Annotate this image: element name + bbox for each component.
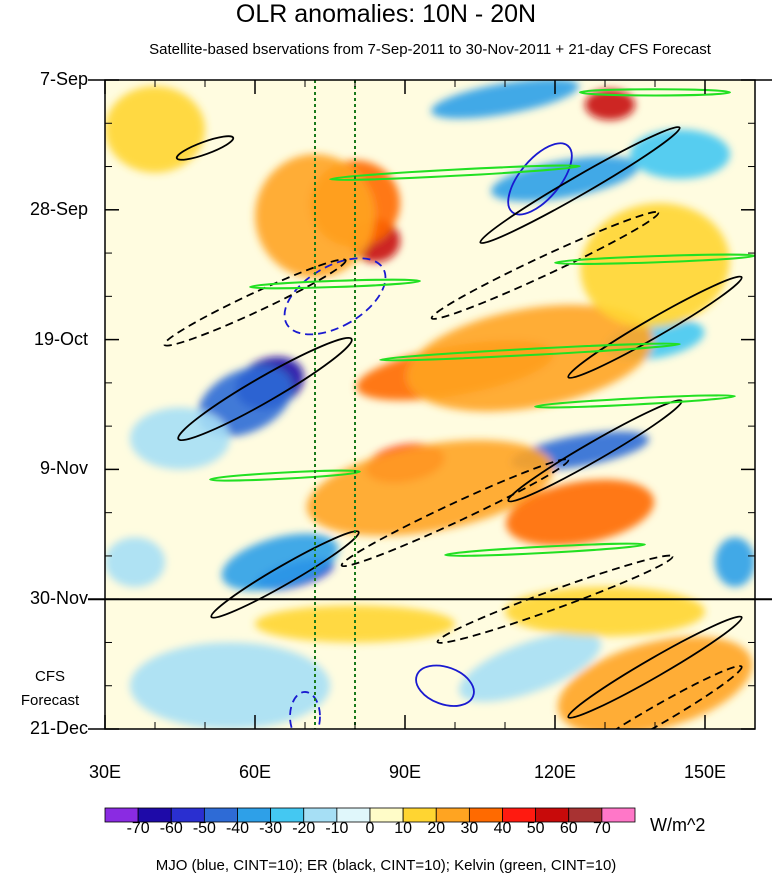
x-tick-label-2: 90E	[388, 762, 422, 782]
kelvin-contour-51	[534, 394, 736, 409]
forecast-note-line-2: Forecast	[20, 692, 80, 709]
anomaly-field-layer	[105, 80, 755, 729]
kelvin-contour-44	[329, 164, 581, 181]
y-tick-label-0: 7-Sep	[39, 69, 88, 89]
kelvin-contour-46	[209, 469, 361, 482]
anomaly-patch-16	[255, 154, 375, 278]
colorbar-swatch-15	[601, 807, 636, 823]
y-tick-label-5: 21-Dec	[29, 718, 88, 738]
y-tick-label-4: 30-Nov	[29, 588, 88, 609]
y-tick-label-1: 28-Sep	[29, 198, 88, 219]
colorbar-label-2: -50	[192, 820, 216, 837]
y-tick-label-2: 19-Oct	[33, 328, 88, 349]
colorbar-label-8: 10	[394, 820, 413, 837]
er-contour-36	[567, 275, 743, 379]
mjo-contour-28	[283, 257, 387, 336]
er-contour-33	[210, 530, 360, 619]
anomaly-patch-19	[406, 304, 654, 412]
anomaly-patch-17	[585, 89, 635, 121]
kelvin-contour-49	[249, 278, 421, 290]
anomaly-patch-3	[221, 533, 339, 591]
colorbar-unit: W/m^2	[650, 815, 706, 835]
reference-lines	[314, 80, 356, 729]
er-contour-42	[436, 554, 674, 644]
mjo-contour-29	[415, 664, 475, 707]
anomaly-patch-27	[505, 586, 705, 637]
colorbar-label-1: -60	[159, 820, 183, 837]
x-tick-label-1: 60E	[238, 762, 272, 782]
anomaly-patch-10	[459, 632, 601, 702]
x-tick-label-3: 120E	[533, 762, 577, 782]
er-contour-37	[567, 615, 743, 719]
er-contour-38	[175, 135, 235, 161]
anomaly-patch-24	[557, 636, 753, 729]
colorbar-label-12: 50	[526, 820, 545, 837]
kelvin-contour-47	[444, 542, 646, 557]
anomaly-patch-26	[105, 86, 205, 173]
anomaly-patch-21	[306, 440, 554, 536]
anomaly-patch-4	[431, 80, 579, 119]
plot-frame	[104, 79, 756, 730]
er-contour-39	[163, 258, 347, 347]
colorbar-label-4: -30	[259, 820, 283, 837]
forecast-note: CFS Forecast	[0, 665, 100, 713]
mjo-contour-30	[289, 691, 321, 729]
colorbar-label-6: -10	[325, 820, 349, 837]
colorbar-label-10: 30	[460, 820, 479, 837]
anomaly-patch-13	[130, 642, 330, 729]
y-tick-label-3: 9-Nov	[39, 458, 88, 479]
anomaly-patch-9	[715, 537, 755, 587]
anomaly-patch-1	[197, 366, 293, 437]
anomaly-patch-11	[130, 407, 230, 470]
kelvin-contour-45	[379, 342, 681, 362]
er-contour-32	[177, 337, 353, 442]
chart-title: OLR anomalies: 10N - 20N	[235, 0, 537, 28]
wave-legend: MJO (blue, CINT=10); ER (black, CINT=10)…	[155, 857, 617, 874]
colorbar	[104, 807, 636, 823]
colorbar-label-5: -20	[292, 820, 316, 837]
forecast-note-line-1: CFS	[35, 668, 65, 685]
anomaly-patch-6	[630, 129, 730, 179]
colorbar-label-14: 70	[592, 820, 611, 837]
er-contour-41	[430, 211, 660, 320]
x-tick-label-4: 150E	[683, 762, 727, 782]
er-contour-35	[479, 126, 681, 245]
x-tick-label-0: 30E	[88, 762, 122, 782]
colorbar-label-7: 0	[365, 820, 375, 837]
colorbar-label-13: 60	[559, 820, 578, 837]
chart-subtitle: Satellite-based bservations from 7-Sep-2…	[149, 41, 711, 58]
colorbar-label-11: 40	[493, 820, 512, 837]
axes-layer	[88, 79, 772, 730]
colorbar-label-9: 20	[427, 820, 446, 837]
er-contour-40	[340, 458, 570, 568]
anomaly-patch-22	[505, 479, 655, 546]
colorbar-label-3: -40	[225, 820, 250, 837]
er-contour-43	[567, 665, 743, 729]
kelvin-contour-50	[579, 88, 731, 97]
anomaly-patch-12	[105, 537, 165, 587]
colorbar-label-0: -70	[126, 820, 150, 837]
anomaly-patch-25	[255, 605, 455, 643]
